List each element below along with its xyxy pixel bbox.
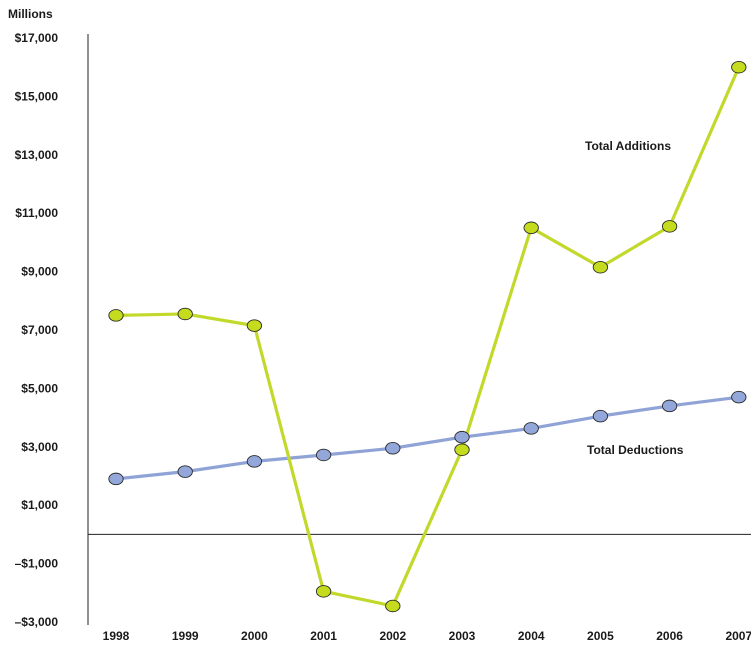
- x-tick-label: 1999: [172, 629, 199, 643]
- x-tick-label: 2001: [310, 629, 337, 643]
- series-line-total-deductions: [115, 395, 740, 481]
- series-layer: [108, 60, 747, 613]
- y-tick-label: $15,000: [15, 89, 59, 103]
- x-tick-label: 2007: [725, 629, 751, 643]
- data-point-total-additions: [315, 585, 332, 598]
- data-point-total-deductions: [246, 455, 263, 468]
- y-tick-label: –$3,000: [15, 615, 59, 629]
- y-axis-ticks: $17,000 $15,000 $13,000 $11,000 $9,000 $7,000…: [15, 31, 59, 629]
- x-axis-ticks: 1998 1999 2000 2001 2002 2003 2004 2005 2006 2007: [103, 629, 751, 643]
- data-point-total-additions: [385, 599, 401, 613]
- x-tick-label: 2004: [518, 629, 545, 643]
- series-line-total-additions: [115, 66, 741, 608]
- data-point-total-deductions: [661, 399, 678, 413]
- y-tick-label: $5,000: [21, 381, 58, 395]
- x-tick-label: 2000: [241, 629, 268, 643]
- y-axis-units-label: Millions: [8, 7, 53, 21]
- data-point-total-deductions: [385, 442, 401, 455]
- x-tick-label: 2002: [379, 629, 406, 643]
- y-tick-label: $3,000: [21, 440, 58, 454]
- data-point-total-deductions: [454, 430, 470, 444]
- data-point-total-deductions: [315, 448, 332, 462]
- data-point-total-deductions: [177, 465, 193, 478]
- data-point-total-additions: [731, 60, 747, 74]
- data-point-total-deductions: [523, 422, 539, 435]
- data-point-total-additions: [661, 220, 678, 233]
- data-point-total-deductions: [731, 390, 747, 404]
- y-tick-label: –$1,000: [15, 557, 59, 571]
- x-tick-label: 2005: [587, 629, 614, 643]
- data-point-total-additions: [108, 309, 124, 322]
- data-point-total-additions: [177, 307, 193, 321]
- data-point-total-deductions: [108, 472, 124, 486]
- x-tick-label: 1998: [103, 629, 130, 643]
- data-point-total-additions: [454, 443, 470, 456]
- x-tick-label: 2003: [449, 629, 476, 643]
- series-label-total-additions: Total Additions: [585, 139, 671, 153]
- y-tick-label: $7,000: [21, 323, 58, 337]
- data-point-total-additions: [592, 260, 609, 274]
- series-label-total-deductions: Total Deductions: [587, 443, 684, 457]
- y-tick-label: $11,000: [15, 206, 58, 220]
- y-tick-label: $13,000: [15, 148, 59, 162]
- x-tick-label: 2006: [656, 629, 683, 643]
- data-point-total-additions: [523, 221, 539, 235]
- data-point-total-additions: [246, 319, 263, 332]
- y-tick-label: $1,000: [21, 498, 58, 512]
- y-tick-label: $17,000: [15, 31, 59, 45]
- data-point-total-deductions: [592, 409, 609, 423]
- y-tick-label: $9,000: [21, 265, 58, 279]
